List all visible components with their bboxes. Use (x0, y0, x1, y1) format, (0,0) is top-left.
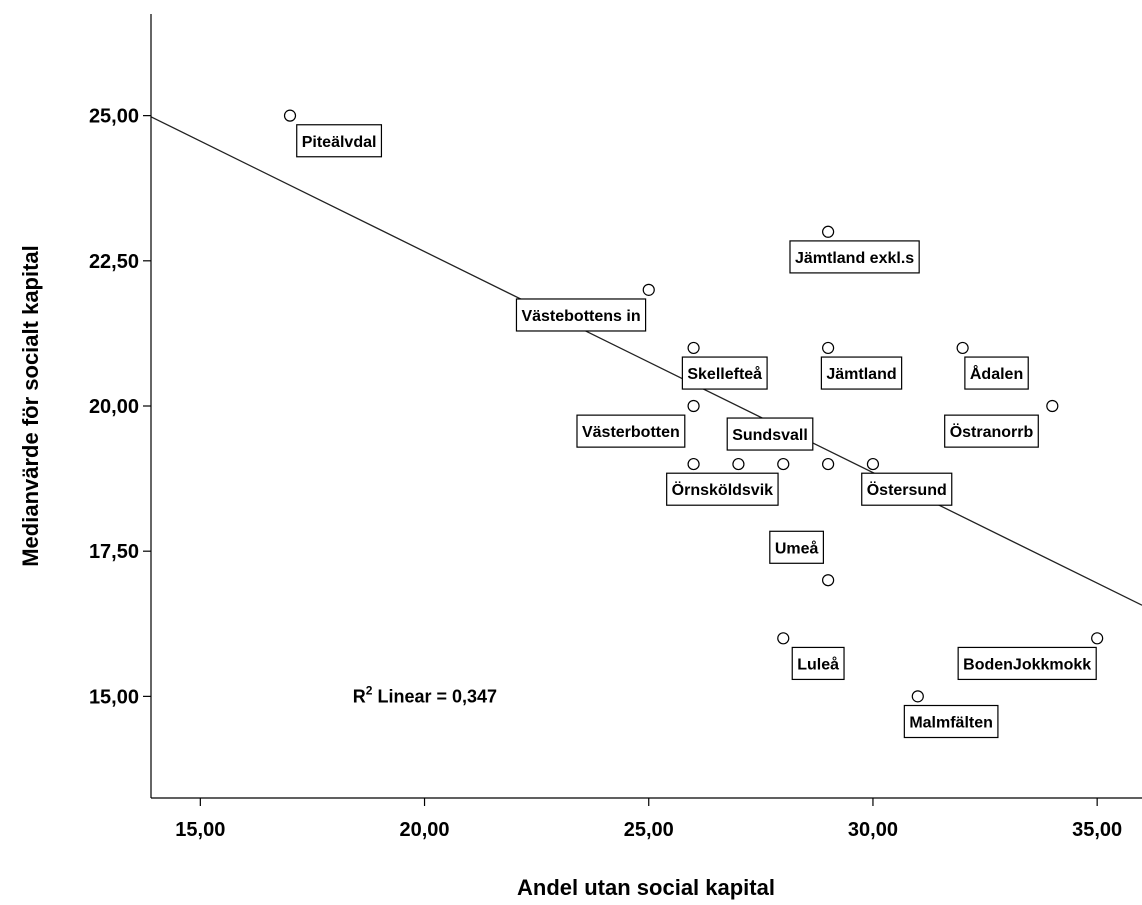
point-label: Västerbotten (576, 414, 686, 448)
data-point (822, 574, 835, 587)
point-label-box (681, 356, 768, 390)
y-tick-label: 22,50 (89, 251, 139, 273)
ticks-layer: 15,00 20,00 25,00 30,00 35,00 15,00 17,50 20,00… (89, 106, 1122, 841)
point-label-text: Piteälvdal (302, 134, 377, 151)
x-tick-label: 30,00 (848, 819, 898, 841)
point-label-text: BodenJokkmokk (963, 656, 1091, 673)
point-label-box (861, 472, 953, 506)
points-layer (283, 109, 1104, 703)
y-tick-label: 25,00 (89, 106, 139, 128)
regression-line (150, 116, 1142, 606)
point-label: Skellefteå (681, 356, 768, 390)
x-tick-label: 20,00 (400, 819, 450, 841)
point-label-box (515, 298, 647, 332)
data-point (777, 632, 790, 645)
point-label-text: Malmfälten (909, 715, 993, 732)
data-point (822, 341, 835, 355)
point-label-box (903, 704, 999, 739)
data-point (866, 457, 880, 471)
y-tick-label: 15,00 (89, 686, 139, 708)
point-label: Ådalen (964, 356, 1029, 390)
point-label-text: Jämtland exkl.s (795, 250, 914, 267)
point-label-box (944, 414, 1039, 448)
y-tick-label: 20,00 (89, 396, 139, 418)
point-label-text: Skellefteå (687, 365, 762, 383)
data-point (1091, 632, 1104, 645)
data-point (283, 109, 297, 122)
point-label-box (964, 356, 1029, 390)
x-tick-label: 25,00 (624, 819, 674, 841)
data-point (687, 399, 700, 413)
point-label-text: Östersund (867, 480, 947, 499)
point-label-text: Västerbotten (582, 424, 680, 441)
point-label-box (957, 646, 1097, 681)
data-point (822, 457, 835, 471)
data-point (822, 225, 835, 238)
point-label-text: Jämtland (826, 366, 896, 383)
point-label: Piteälvdal (296, 124, 383, 158)
point-label: Malmfälten (903, 704, 999, 739)
point-label-box (769, 530, 824, 564)
point-label: Luleå (791, 646, 845, 681)
x-tick-label: 15,00 (175, 819, 225, 841)
data-point (687, 457, 700, 471)
x-axis-title: Andel utan social kapital (517, 875, 775, 900)
data-point (911, 690, 924, 703)
point-label: BodenJokkmokk (957, 646, 1097, 681)
y-axis-title: Medianvärde för socialt kapital (18, 245, 43, 567)
point-label: Östersund (861, 472, 953, 506)
fit-line-layer (150, 116, 1142, 606)
point-label: Jämtland exkl.s (789, 240, 920, 274)
point-labels-layer: Piteälvdal Jämtland exkl.s Västebottens in… (296, 124, 1097, 739)
point-label-text: Östranorrb (950, 422, 1034, 441)
data-point (732, 457, 745, 471)
point-label-text: Ådalen (970, 364, 1023, 383)
y-tick-label: 17,50 (89, 541, 139, 563)
data-point (687, 341, 700, 355)
point-label: Västebottens in (515, 298, 647, 332)
data-point (956, 341, 969, 355)
point-label-text: Örnsköldsvik (672, 480, 773, 499)
x-tick-label: 35,00 (1072, 819, 1122, 841)
point-label-box (820, 356, 903, 390)
point-label-box (791, 646, 845, 681)
point-label: Jämtland (820, 356, 903, 390)
data-point (1046, 399, 1059, 413)
point-label-box (576, 414, 686, 448)
point-label-box (789, 240, 920, 274)
data-point (777, 457, 790, 471)
point-label: Örnsköldsvik (666, 472, 779, 506)
point-label-box (666, 472, 779, 506)
point-label-box (726, 417, 814, 451)
point-label-text: Västebottens in (521, 308, 640, 325)
point-label-box (296, 124, 383, 158)
point-label-text: Luleå (797, 655, 839, 673)
data-point (642, 283, 655, 296)
r-squared-annotation: R2 Linear = 0,347 (353, 683, 497, 706)
point-label-text: Sundsvall (732, 427, 808, 444)
point-label: Östranorrb (944, 414, 1039, 448)
point-label: Umeå (769, 530, 824, 564)
point-label-text: Umeå (775, 539, 819, 557)
point-label: Sundsvall (726, 417, 814, 451)
